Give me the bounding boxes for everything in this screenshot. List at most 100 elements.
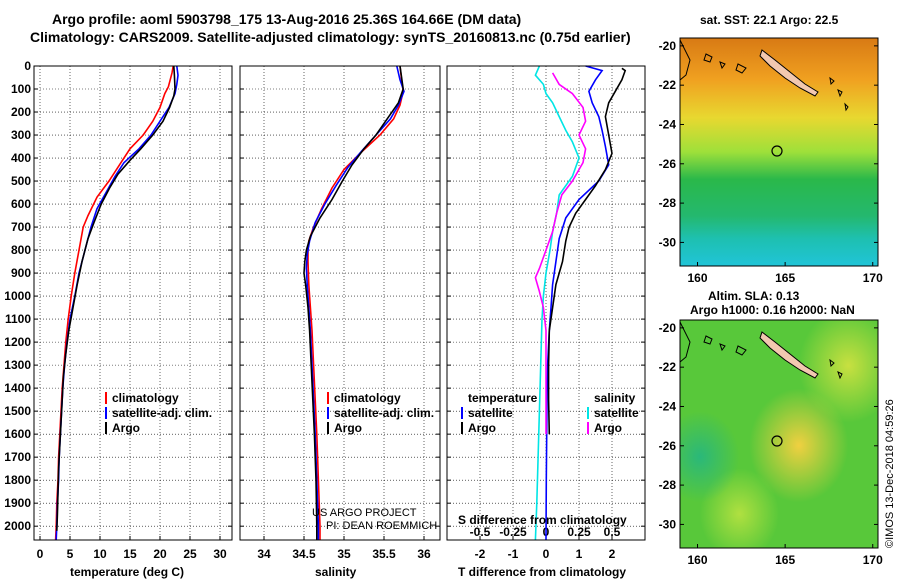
legend-label-argo: Argo [112, 421, 140, 435]
map-lon-label: 165 [775, 271, 795, 285]
map-lat-label: -22 [659, 78, 677, 92]
x-tick-label: 35.5 [372, 547, 396, 561]
salinity-legend: climatology satellite-adj. clim. Argo [327, 391, 434, 435]
sst-map-frame [679, 37, 879, 267]
legend-label-s-argo: Argo [594, 421, 622, 435]
legend-label-satellite: satellite-adj. clim. [112, 406, 212, 420]
x-tick-label: 34.5 [292, 547, 316, 561]
y-tick-label: 1900 [4, 496, 31, 510]
y-tick-label: 900 [11, 266, 31, 280]
difference-panel: -2 -1 0 1 2-0.5 -0.25 0 0.25 0.5 [446, 65, 646, 561]
difference-legend: temperature satellite Argo salinity sate… [461, 391, 639, 435]
salinity-axis-label: salinity [315, 565, 357, 579]
map-lat-label: -26 [659, 157, 677, 171]
pi-credit: PI: DEAN ROEMMICH [326, 520, 437, 532]
x-tick-label: 20 [153, 547, 167, 561]
map-lon-label: 170 [863, 271, 883, 285]
series-line-climatology [307, 65, 405, 540]
panel-frame [239, 65, 441, 541]
map-lat-label: -20 [659, 39, 677, 53]
map-lat-label: -24 [659, 117, 677, 131]
x-tick-label: 36 [417, 547, 431, 561]
sla-map-frame [679, 319, 879, 549]
series-line-satellite-adj-clim- [305, 65, 405, 540]
sst-map-ticks: -20 -22 -24 -26 -28 -30 160 165 170 [659, 39, 883, 285]
legend-title-temperature: temperature [468, 391, 538, 405]
x-tick-label: 2 [609, 547, 616, 561]
y-tick-label: 0 [24, 59, 31, 73]
legend-title-salinity: salinity [594, 391, 636, 405]
series-line-s-argo [534, 72, 587, 435]
legend-label-climatology: climatology [112, 391, 179, 405]
x-tick-label: 15 [123, 547, 137, 561]
y-tick-label: 800 [11, 243, 31, 257]
legend-label-s-satellite: satellite [594, 406, 639, 420]
x-tick-label: 0 [543, 547, 550, 561]
s-diff-tick-label: 0.25 [567, 525, 591, 539]
y-tick-label: 500 [11, 174, 31, 188]
coastline-islands [703, 53, 849, 112]
x-tick-label: 5 [67, 547, 74, 561]
sla-map: Altim. SLA: 0.13 Argo h1000: 0.16 h2000:… [659, 289, 883, 567]
legend-label-climatology: climatology [334, 391, 401, 405]
y-tick-label: 600 [11, 197, 31, 211]
map-lat-label: -28 [659, 478, 677, 492]
y-tick-label: 1800 [4, 473, 31, 487]
x-tick-label: 34 [257, 547, 271, 561]
series-line-t-argo [547, 67, 627, 435]
x-tick-label: -2 [475, 547, 486, 561]
figure-title-line2: Climatology: CARS2009. Satellite-adjuste… [30, 29, 631, 45]
coastline [680, 321, 691, 363]
y-tick-label: 1400 [4, 381, 31, 395]
sst-map: sat. SST: 22.1 Argo: 22.5 -20-22-24-26-2… [659, 13, 883, 285]
imos-credit: ©IMOS 13-Dec-2018 04:59:26 [884, 399, 896, 548]
x-tick-label: 0 [37, 547, 44, 561]
sla-map-title-line2: Argo h1000: 0.16 h2000: NaN [690, 303, 855, 317]
series-line-s-satellite [534, 65, 580, 541]
legend-label-t-satellite: satellite [468, 406, 513, 420]
legend-label-satellite: satellite-adj. clim. [334, 406, 434, 420]
y-tick-label: 700 [11, 220, 31, 234]
y-tick-label: 1500 [4, 404, 31, 418]
panel-frame [446, 65, 646, 541]
x-tick-label: 10 [93, 547, 107, 561]
map-lat-label: -30 [659, 517, 677, 531]
new-caledonia-island [759, 331, 819, 379]
figure-title-line1: Argo profile: aoml 5903798_175 13-Aug-20… [52, 11, 521, 27]
map-lat-label: -28 [659, 196, 677, 210]
legend-label-argo: Argo [334, 421, 362, 435]
y-tick-label: 1100 [5, 312, 31, 326]
series-line-argo [56, 65, 176, 531]
map-lat-label: -30 [659, 235, 677, 249]
y-tick-label: 2000 [4, 519, 31, 533]
map-lat-label: -22 [659, 360, 677, 374]
y-tick-label: 200 [11, 105, 31, 119]
map-lon-label: 165 [775, 553, 795, 567]
sst-field [680, 38, 878, 266]
y-tick-label: 1200 [4, 335, 31, 349]
sla-blob-west [680, 320, 878, 548]
sla-map-ticks: -20 -22 -24 -26 -28 -30 160 165 170 [659, 321, 883, 567]
series-line-argo [303, 65, 405, 540]
y-tick-label: 1300 [4, 358, 31, 372]
coastline [680, 39, 691, 81]
project-credit: US ARGO PROJECT [312, 507, 417, 519]
y-tick-label: 1600 [4, 427, 31, 441]
panel-frame [33, 65, 233, 541]
y-tick-label: 1700 [4, 450, 31, 464]
new-caledonia-island [759, 49, 819, 97]
sla-map-title-line1: Altim. SLA: 0.13 [708, 289, 800, 303]
y-tick-label: 400 [11, 151, 31, 165]
coastline-islands [703, 335, 843, 380]
map-lon-label: 160 [688, 553, 708, 567]
x-tick-label: 25 [183, 547, 197, 561]
x-tick-label: -1 [508, 547, 519, 561]
t-difference-axis-label: T difference from climatology [458, 565, 626, 579]
map-lat-label: -26 [659, 439, 677, 453]
y-tick-label: 300 [11, 128, 31, 142]
x-tick-label: 30 [213, 547, 227, 561]
map-lat-label: -20 [659, 321, 677, 335]
argo-position-marker [771, 435, 783, 447]
y-tick-label: 1000 [4, 289, 31, 303]
